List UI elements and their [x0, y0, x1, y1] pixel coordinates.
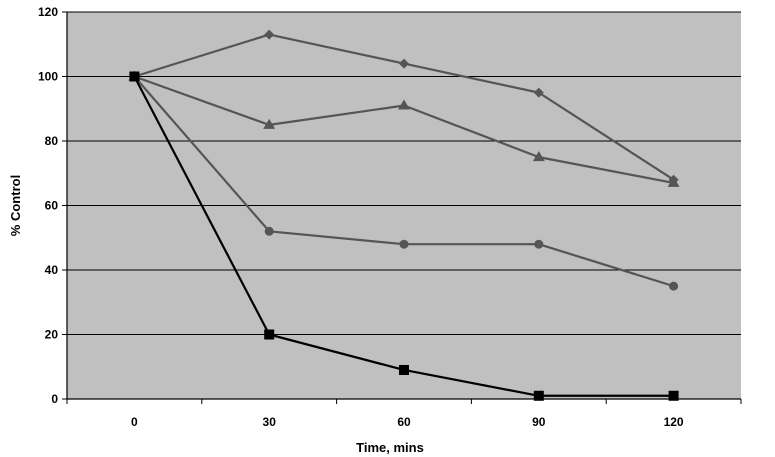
series-group [128, 29, 680, 401]
x-tick-label: 90 [532, 415, 546, 429]
data-point-triangle [667, 176, 680, 187]
y-tick-label: 60 [45, 199, 59, 213]
y-tick-label: 80 [45, 134, 59, 148]
x-tick-label: 30 [263, 415, 277, 429]
data-point-triangle [263, 118, 276, 129]
x-tick-label: 0 [131, 415, 138, 429]
y-tick-label: 40 [45, 263, 59, 277]
x-tick-labels: 0 30 60 90 120 [131, 415, 684, 429]
x-tick-label: 60 [397, 415, 411, 429]
data-point-square [129, 71, 140, 82]
y-axis-label: % Control [8, 175, 23, 236]
data-point-circle [264, 226, 274, 236]
data-point-triangle [398, 99, 410, 110]
y-tick-label: 100 [38, 70, 58, 84]
y-tick-label: 120 [38, 5, 58, 19]
series-square [129, 71, 679, 401]
data-point-square [668, 390, 679, 401]
data-point-diamond [399, 58, 409, 69]
data-point-triangle [532, 151, 545, 162]
data-point-square [264, 329, 275, 340]
data-point-diamond [533, 87, 544, 98]
x-tick-label: 120 [664, 415, 684, 429]
data-point-square [533, 390, 544, 401]
y-tick-label: 0 [51, 392, 58, 406]
gridlines [62, 11, 741, 400]
y-tick-labels: 0 20 40 60 80 100 120 [38, 5, 58, 406]
y-tick-label: 20 [45, 328, 59, 342]
data-point-circle [534, 239, 544, 249]
data-point-circle [669, 281, 679, 291]
x-axis-label: Time, mins [356, 440, 424, 455]
data-point-square [399, 364, 409, 375]
data-point-circle [399, 239, 409, 249]
axes [66, 12, 742, 404]
data-point-diamond [264, 29, 275, 40]
